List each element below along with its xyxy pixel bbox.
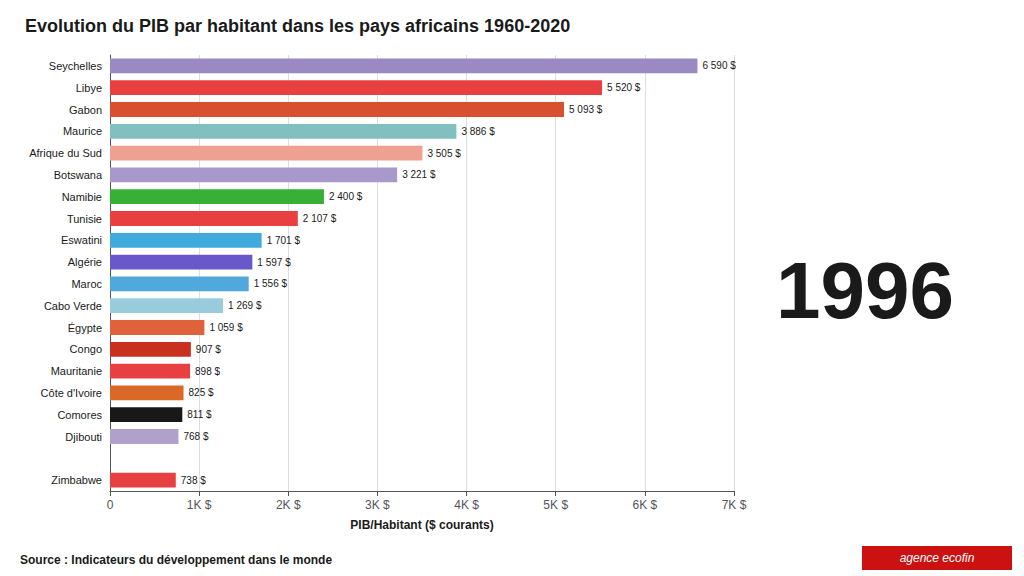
- svg-text:Djibouti: Djibouti: [65, 431, 102, 443]
- svg-text:1 269 $: 1 269 $: [228, 300, 262, 311]
- svg-text:738 $: 738 $: [181, 475, 206, 486]
- svg-text:898 $: 898 $: [195, 366, 220, 377]
- svg-text:5 093 $: 5 093 $: [569, 104, 603, 115]
- svg-text:1 556 $: 1 556 $: [254, 278, 288, 289]
- svg-text:Congo: Congo: [70, 343, 102, 355]
- svg-text:PIB/Habitant ($ courants): PIB/Habitant ($ courants): [350, 518, 493, 532]
- svg-text:Égypte: Égypte: [68, 322, 102, 334]
- svg-text:2 400 $: 2 400 $: [329, 191, 363, 202]
- svg-text:Botswana: Botswana: [54, 169, 103, 181]
- svg-text:5K $: 5K $: [543, 498, 568, 512]
- svg-text:Maroc: Maroc: [71, 278, 102, 290]
- svg-text:Zimbabwe: Zimbabwe: [51, 474, 102, 486]
- svg-text:1K $: 1K $: [187, 498, 212, 512]
- svg-text:Seychelles: Seychelles: [49, 60, 103, 72]
- svg-text:Libye: Libye: [76, 82, 102, 94]
- svg-text:3K $: 3K $: [365, 498, 390, 512]
- svg-text:1 059 $: 1 059 $: [209, 322, 243, 333]
- svg-text:Namibie: Namibie: [62, 191, 102, 203]
- svg-text:3 221 $: 3 221 $: [402, 169, 436, 180]
- svg-text:5 520 $: 5 520 $: [607, 82, 641, 93]
- svg-text:Tunisie: Tunisie: [67, 213, 102, 225]
- svg-text:1 701 $: 1 701 $: [267, 235, 301, 246]
- svg-text:2 107 $: 2 107 $: [303, 213, 337, 224]
- svg-text:825 $: 825 $: [189, 387, 214, 398]
- svg-text:Maurice: Maurice: [63, 125, 102, 137]
- svg-text:Afrique du Sud: Afrique du Sud: [29, 147, 102, 159]
- svg-text:agence ecofin: agence ecofin: [900, 551, 975, 565]
- svg-text:Evolution du PIB par habitant: Evolution du PIB par habitant dans les p…: [25, 16, 570, 36]
- svg-text:6 590 $: 6 590 $: [702, 60, 736, 71]
- svg-text:Eswatini: Eswatini: [61, 234, 102, 246]
- svg-text:4K $: 4K $: [454, 498, 479, 512]
- svg-text:3 886 $: 3 886 $: [461, 126, 495, 137]
- svg-text:907 $: 907 $: [196, 344, 221, 355]
- svg-text:811 $: 811 $: [187, 409, 212, 420]
- svg-text:Source : Indicateurs du dévelo: Source : Indicateurs du développement da…: [20, 553, 332, 567]
- svg-text:1996: 1996: [776, 246, 954, 335]
- svg-text:Mauritanie: Mauritanie: [51, 365, 102, 377]
- svg-text:Cabo Verde: Cabo Verde: [44, 300, 102, 312]
- svg-text:7K $: 7K $: [722, 498, 747, 512]
- svg-text:Gabon: Gabon: [69, 104, 102, 116]
- svg-text:Côte d'Ivoire: Côte d'Ivoire: [41, 387, 102, 399]
- svg-text:0: 0: [107, 498, 114, 512]
- svg-text:1 597 $: 1 597 $: [257, 257, 291, 268]
- svg-text:768 $: 768 $: [183, 431, 208, 442]
- svg-text:Algérie: Algérie: [68, 256, 102, 268]
- svg-text:Comores: Comores: [57, 409, 102, 421]
- svg-text:3 505 $: 3 505 $: [427, 148, 461, 159]
- svg-text:6K $: 6K $: [633, 498, 658, 512]
- svg-text:2K $: 2K $: [276, 498, 301, 512]
